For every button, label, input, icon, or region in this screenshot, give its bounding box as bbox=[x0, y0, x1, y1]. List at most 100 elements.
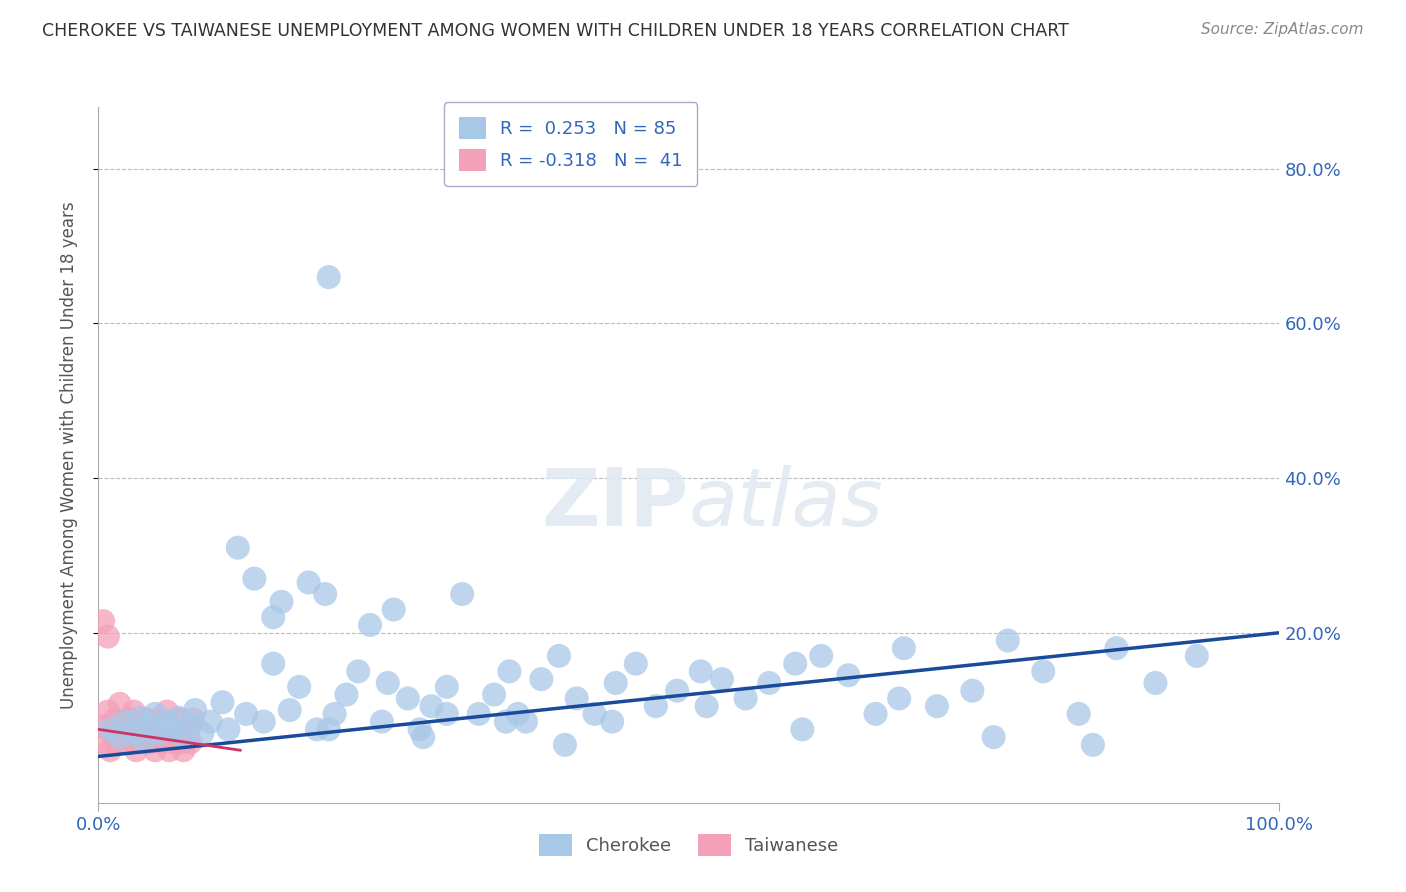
Point bbox=[170, 735, 193, 749]
Point bbox=[605, 676, 627, 690]
Point bbox=[865, 706, 887, 721]
Point bbox=[925, 699, 948, 714]
Point bbox=[451, 587, 474, 601]
Point bbox=[530, 672, 553, 686]
Point bbox=[785, 657, 807, 671]
Point bbox=[347, 665, 370, 679]
Point bbox=[115, 735, 138, 749]
Point bbox=[111, 728, 134, 742]
Point bbox=[177, 728, 200, 742]
Point bbox=[318, 270, 340, 285]
Point bbox=[226, 541, 249, 555]
Point bbox=[165, 728, 187, 742]
Point bbox=[889, 691, 911, 706]
Point bbox=[666, 683, 689, 698]
Point bbox=[689, 665, 711, 679]
Point bbox=[108, 730, 131, 744]
Point bbox=[644, 699, 666, 714]
Point bbox=[122, 726, 145, 740]
Point bbox=[143, 743, 166, 757]
Point bbox=[174, 720, 197, 734]
Point bbox=[149, 735, 172, 749]
Point bbox=[150, 720, 173, 734]
Point bbox=[172, 743, 194, 757]
Point bbox=[139, 720, 162, 734]
Point bbox=[91, 614, 114, 628]
Point bbox=[371, 714, 394, 729]
Point bbox=[153, 728, 176, 742]
Point bbox=[135, 712, 157, 726]
Point bbox=[515, 714, 537, 729]
Point bbox=[143, 706, 166, 721]
Point bbox=[253, 714, 276, 729]
Point bbox=[180, 735, 202, 749]
Text: atlas: atlas bbox=[689, 465, 884, 542]
Point bbox=[1105, 641, 1128, 656]
Point bbox=[160, 723, 183, 737]
Point bbox=[495, 714, 517, 729]
Point bbox=[191, 726, 214, 740]
Point bbox=[305, 723, 328, 737]
Text: CHEROKEE VS TAIWANESE UNEMPLOYMENT AMONG WOMEN WITH CHILDREN UNDER 18 YEARS CORR: CHEROKEE VS TAIWANESE UNEMPLOYMENT AMONG… bbox=[42, 22, 1069, 40]
Point bbox=[810, 648, 832, 663]
Point bbox=[121, 728, 143, 742]
Point bbox=[94, 735, 117, 749]
Point bbox=[1067, 706, 1090, 721]
Point bbox=[160, 720, 183, 734]
Point bbox=[548, 648, 571, 663]
Point bbox=[125, 743, 148, 757]
Point bbox=[128, 720, 150, 734]
Point bbox=[118, 712, 141, 726]
Point bbox=[217, 723, 239, 737]
Point bbox=[129, 735, 152, 749]
Point bbox=[436, 706, 458, 721]
Point bbox=[624, 657, 647, 671]
Point bbox=[101, 728, 124, 742]
Point bbox=[323, 706, 346, 721]
Point bbox=[132, 728, 155, 742]
Point bbox=[97, 630, 120, 644]
Point bbox=[97, 705, 120, 719]
Point bbox=[98, 723, 121, 737]
Point bbox=[506, 706, 529, 721]
Point bbox=[359, 618, 381, 632]
Point bbox=[298, 575, 321, 590]
Point bbox=[482, 688, 505, 702]
Point bbox=[98, 743, 121, 757]
Point bbox=[167, 711, 190, 725]
Point bbox=[600, 714, 623, 729]
Point bbox=[136, 718, 159, 732]
Point bbox=[211, 695, 233, 709]
Point bbox=[278, 703, 301, 717]
Point bbox=[112, 714, 135, 729]
Point bbox=[314, 587, 336, 601]
Point bbox=[734, 691, 756, 706]
Point bbox=[149, 726, 172, 740]
Text: Source: ZipAtlas.com: Source: ZipAtlas.com bbox=[1201, 22, 1364, 37]
Point bbox=[962, 683, 984, 698]
Point bbox=[467, 706, 489, 721]
Point bbox=[792, 723, 814, 737]
Point bbox=[91, 720, 114, 734]
Point bbox=[408, 723, 430, 737]
Point bbox=[184, 703, 207, 717]
Point bbox=[142, 728, 165, 742]
Point bbox=[146, 712, 169, 726]
Point bbox=[565, 691, 588, 706]
Point bbox=[180, 718, 202, 732]
Point bbox=[1032, 665, 1054, 679]
Point bbox=[983, 730, 1005, 744]
Point bbox=[893, 641, 915, 656]
Point bbox=[181, 712, 204, 726]
Point bbox=[554, 738, 576, 752]
Point bbox=[157, 743, 180, 757]
Point bbox=[377, 676, 399, 690]
Point bbox=[382, 602, 405, 616]
Point bbox=[288, 680, 311, 694]
Point bbox=[163, 735, 186, 749]
Point bbox=[243, 572, 266, 586]
Point bbox=[235, 706, 257, 721]
Point bbox=[156, 714, 179, 729]
Y-axis label: Unemployment Among Women with Children Under 18 years: Unemployment Among Women with Children U… bbox=[59, 201, 77, 709]
Point bbox=[108, 697, 131, 711]
